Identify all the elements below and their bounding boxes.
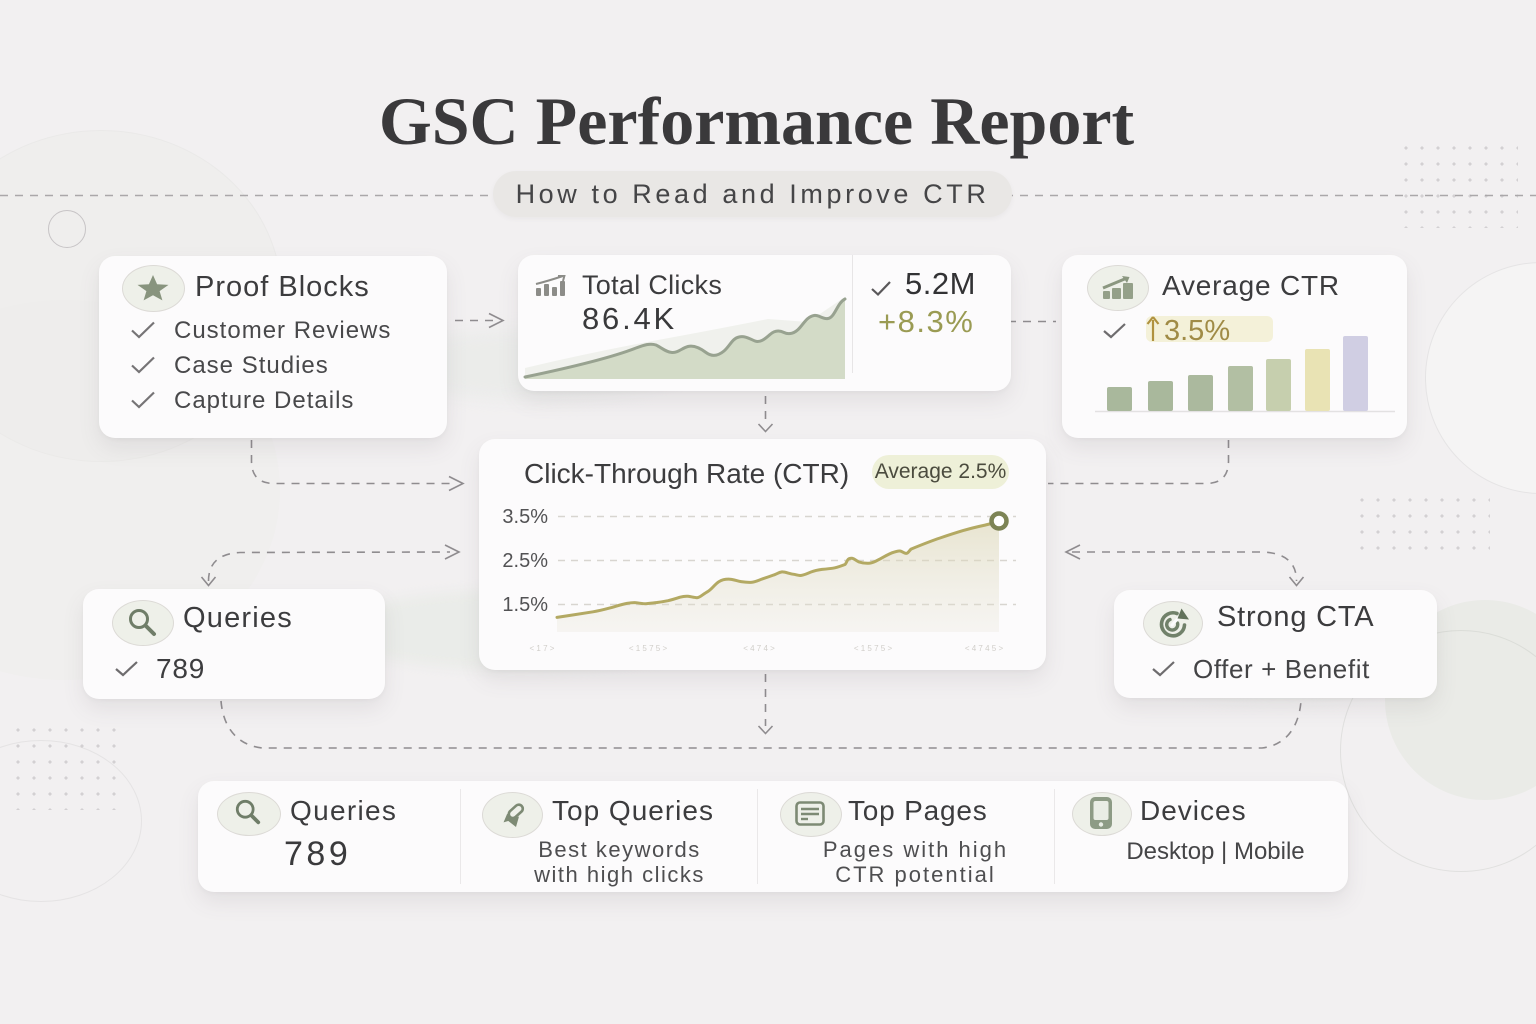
svg-text:1.5%: 1.5% [502,594,548,616]
svg-text:< 4 7 4 5 >: < 4 7 4 5 > [965,644,1004,653]
svg-text:< 1 7 >: < 1 7 > [530,644,555,653]
svg-text:< 1 5 7 5 >: < 1 5 7 5 > [854,644,893,653]
svg-text:2.5%: 2.5% [502,550,548,572]
svg-text:< 1 5 7 5 >: < 1 5 7 5 > [629,644,668,653]
svg-text:3.5%: 3.5% [502,506,548,528]
svg-text:< 4 7 4 >: < 4 7 4 > [743,644,775,653]
